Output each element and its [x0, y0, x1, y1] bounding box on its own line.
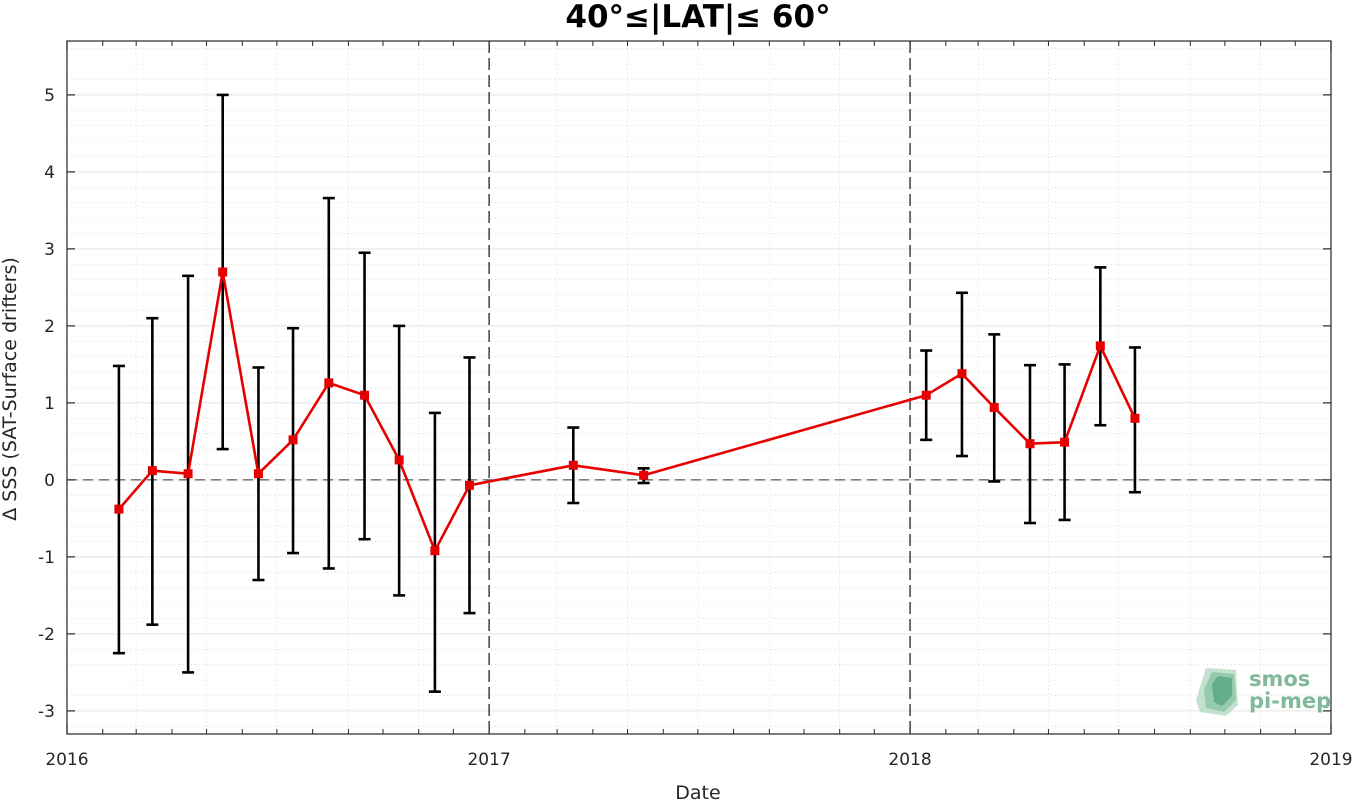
- x-axis-label: Date: [675, 782, 720, 801]
- y-axis-label: Δ SSS (SAT-Surface drifters): [0, 257, 21, 521]
- y-tick-label: 5: [44, 86, 55, 106]
- y-tick-label: 4: [44, 163, 55, 183]
- data-point-marker: [183, 469, 193, 479]
- data-point-marker: [568, 460, 578, 470]
- smos-pi-mep-logo: smos pi-mep: [1196, 667, 1331, 716]
- data-point-marker: [288, 435, 298, 445]
- data-point-marker: [360, 390, 370, 400]
- logo-text-pi-mep: pi-mep: [1249, 689, 1331, 713]
- data-point-marker: [989, 403, 999, 413]
- data-point-marker: [218, 267, 228, 277]
- y-tick-label: -1: [38, 548, 55, 568]
- series-layer: [112, 93, 1141, 693]
- data-point-marker: [1130, 413, 1140, 423]
- data-point-marker: [1025, 439, 1035, 449]
- data-point-marker: [253, 469, 263, 479]
- data-point-marker: [324, 378, 334, 388]
- plot-frame: [66, 40, 1332, 735]
- y-tick-label: 3: [44, 240, 55, 260]
- reference-lines: [67, 41, 1331, 734]
- data-point-marker: [147, 466, 157, 476]
- data-point-marker: [1060, 437, 1070, 447]
- data-point-marker: [114, 504, 124, 514]
- y-tick-label: 0: [44, 471, 55, 491]
- series-line: [117, 270, 1137, 552]
- axes: -3 -2 -1 0 1 2 3 4 5 2016 2017 2018 2019: [38, 40, 1353, 770]
- data-point-marker: [639, 470, 649, 480]
- chart-title: 40°≤|LAT|≤ 60°: [565, 0, 830, 35]
- data-point-marker: [1095, 341, 1105, 351]
- x-tick-label: 2019: [1309, 750, 1352, 770]
- data-point-marker: [464, 480, 474, 490]
- x-tick-label: 2018: [888, 750, 931, 770]
- data-point-marker: [921, 390, 931, 400]
- grid: [67, 41, 1331, 734]
- data-point-marker: [957, 369, 967, 379]
- y-tick-label: -2: [38, 625, 55, 645]
- data-point-marker: [394, 455, 404, 465]
- x-tick-label: 2017: [467, 750, 510, 770]
- x-tick-label: 2016: [45, 750, 88, 770]
- y-tick-label: 2: [44, 317, 55, 337]
- logo-text-smos: smos: [1249, 667, 1310, 691]
- y-tick-label: -3: [38, 702, 55, 722]
- y-tick-label: 1: [44, 394, 55, 414]
- data-point-marker: [430, 546, 440, 556]
